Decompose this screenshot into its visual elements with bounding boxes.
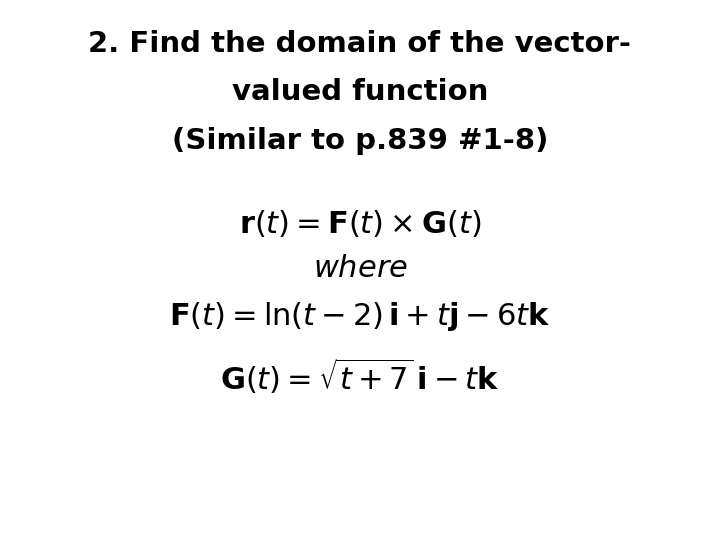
Text: $\mathbf{r}(t) = \mathbf{F}(t) \times \mathbf{G}(t)$: $\mathbf{r}(t) = \mathbf{F}(t) \times \m… [239, 208, 481, 239]
Text: 2. Find the domain of the vector-: 2. Find the domain of the vector- [89, 30, 631, 58]
Text: (Similar to p.839 #1-8): (Similar to p.839 #1-8) [172, 127, 548, 155]
Text: $\mathbf{G}(t) = \sqrt{t + 7}\,\mathbf{i} - t\mathbf{k}$: $\mathbf{G}(t) = \sqrt{t + 7}\,\mathbf{i… [220, 356, 500, 396]
Text: valued function: valued function [232, 78, 488, 106]
Text: $\mathit{where}$: $\mathit{where}$ [312, 254, 408, 283]
Text: $\mathbf{F}(t) = \ln(t - 2)\,\mathbf{i} + t\mathbf{j} - 6t\mathbf{k}$: $\mathbf{F}(t) = \ln(t - 2)\,\mathbf{i} … [169, 300, 551, 333]
